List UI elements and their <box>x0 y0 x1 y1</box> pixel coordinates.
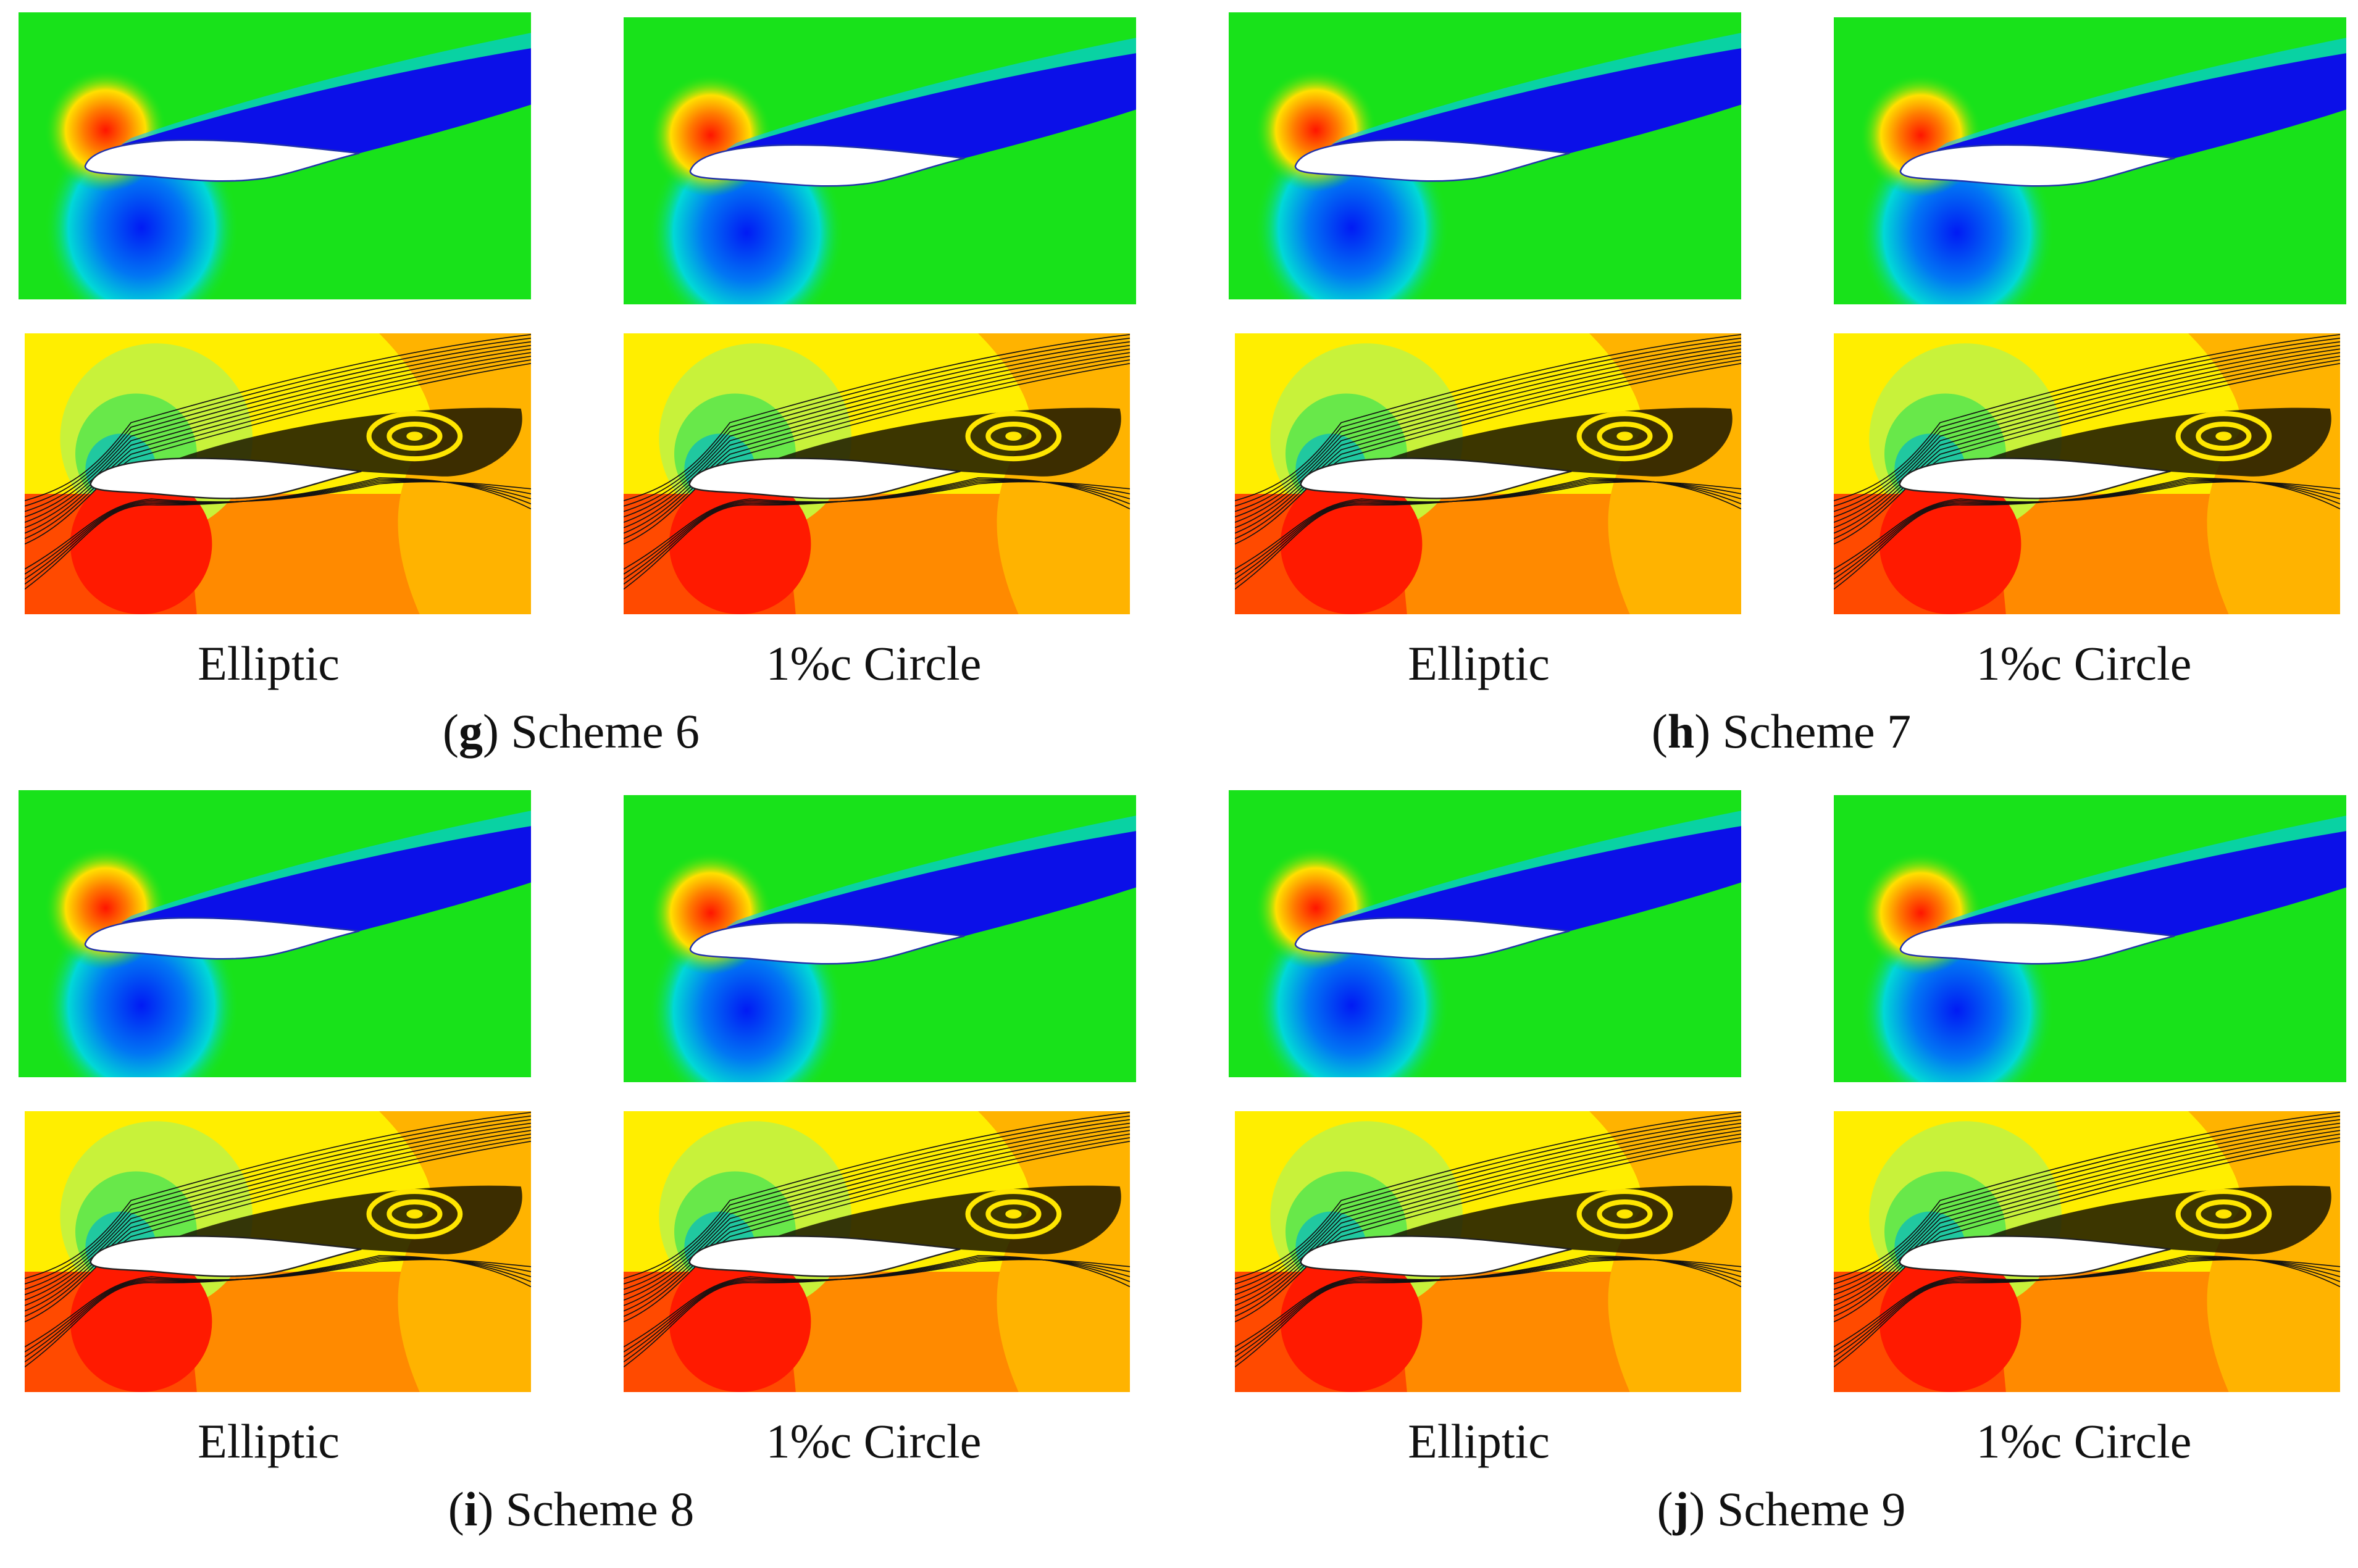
panel-label-elliptic: Elliptic <box>1408 1414 1550 1468</box>
streamline-contour-elliptic <box>25 1111 531 1392</box>
streamline-contour-circle <box>624 1111 1130 1392</box>
velocity-contour-circle <box>624 17 1136 304</box>
caption-text: Scheme 6 <box>511 704 700 758</box>
panel-label-elliptic: Elliptic <box>1408 636 1550 690</box>
caption-letter: h <box>1667 704 1695 758</box>
panel-label-circle: 1%c Circle <box>766 1414 982 1468</box>
streamline-contour-elliptic <box>1235 333 1741 614</box>
caption-text: Scheme 9 <box>1717 1482 1906 1536</box>
caption-text: Scheme 7 <box>1722 704 1912 758</box>
group-caption: (h) Scheme 7 <box>1651 704 1912 758</box>
streamline-contour-circle <box>1834 1111 2340 1392</box>
streamline-contour-circle <box>624 333 1130 614</box>
caption-letter: i <box>464 1482 478 1536</box>
caption-letter: j <box>1673 1482 1689 1536</box>
group-caption: (j) Scheme 9 <box>1657 1482 1906 1536</box>
panel-label-circle: 1%c Circle <box>766 636 982 690</box>
group-caption: (g) Scheme 6 <box>443 704 700 758</box>
panel-label-circle: 1%c Circle <box>1976 1414 2192 1468</box>
velocity-contour-elliptic <box>19 12 531 299</box>
panel-label-circle: 1%c Circle <box>1976 636 2192 690</box>
velocity-contour-elliptic <box>1229 12 1741 299</box>
velocity-contour-elliptic <box>1229 790 1741 1077</box>
velocity-contour-circle <box>624 795 1136 1082</box>
group-caption: (i) Scheme 8 <box>448 1482 695 1536</box>
streamline-contour-elliptic <box>25 333 531 614</box>
velocity-contour-circle <box>1834 17 2346 304</box>
velocity-contour-circle <box>1834 795 2346 1082</box>
velocity-contour-elliptic <box>19 790 531 1077</box>
streamline-contour-elliptic <box>1235 1111 1741 1392</box>
caption-text: Scheme 8 <box>505 1482 695 1536</box>
panel-label-elliptic: Elliptic <box>198 1414 340 1468</box>
panel-label-elliptic: Elliptic <box>198 636 340 690</box>
streamline-contour-circle <box>1834 333 2340 614</box>
caption-letter: g <box>459 704 483 758</box>
